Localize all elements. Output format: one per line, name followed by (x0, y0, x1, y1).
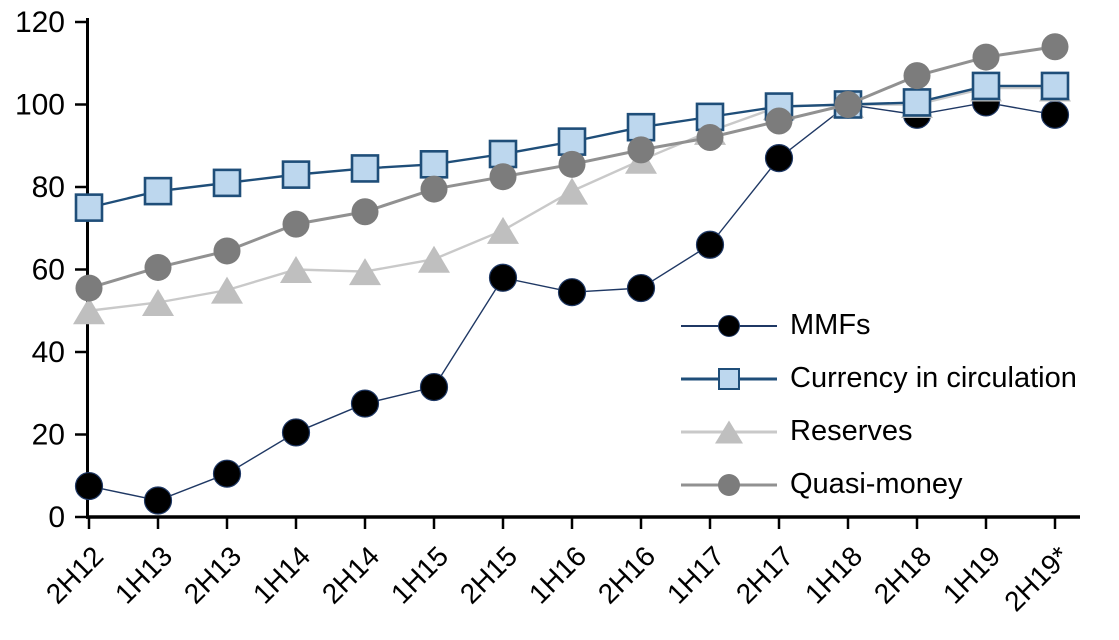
marker-circle (213, 237, 241, 265)
legend-label-quasi-money: Quasi-money (790, 468, 963, 500)
marker-circle (558, 150, 586, 178)
marker-square (419, 150, 449, 179)
marker-square (350, 154, 380, 183)
marker-triangle (142, 289, 174, 316)
y-tick-label: 80 (32, 171, 65, 204)
marker-circle (488, 263, 518, 292)
marker-triangle (280, 256, 312, 283)
x-tick-label: 1H13 (109, 540, 178, 609)
marker-circle (764, 144, 794, 173)
x-tick-label: 1H14 (247, 540, 316, 609)
legend-label-currency-in-circulation: Currency in circulation (790, 362, 1077, 394)
legend-item-quasi-money: Quasi-money (681, 458, 1077, 511)
marker-triangle (349, 258, 381, 286)
marker-square (143, 176, 173, 206)
marker-triangle (418, 245, 450, 273)
legend-item-reserves: Reserves (681, 405, 1077, 458)
legend-marker-mmfs-circle-icon (681, 311, 777, 341)
marker-triangle (487, 216, 519, 244)
marker-circle (626, 273, 656, 303)
x-tick-label: 2H14 (316, 540, 385, 609)
marker-circle (419, 372, 449, 402)
marker-circle (765, 107, 793, 135)
y-tick-label: 0 (48, 501, 65, 534)
x-tick-label: 2H16 (592, 540, 661, 609)
x-tick-label: 1H16 (523, 540, 592, 609)
marker-square (212, 168, 242, 198)
marker-circle (144, 253, 172, 281)
x-tick-label: 2H18 (868, 540, 937, 609)
chart-legend: MMFs Currency in circulation Reserves Qu… (681, 299, 1077, 511)
legend-marker-reserves-triangle-icon (681, 417, 777, 447)
y-tick-label: 100 (15, 89, 65, 122)
marker-circle (420, 175, 448, 203)
marker-circle (74, 471, 104, 501)
marker-triangle (73, 297, 105, 325)
legend-item-currency-in-circulation: Currency in circulation (681, 352, 1077, 405)
marker-square (557, 127, 587, 156)
marker-square (1040, 71, 1070, 101)
series-quasi-money (75, 33, 1069, 302)
y-axis-labels: 0 20 40 60 80 100 120 (15, 6, 88, 534)
y-tick-label: 20 (32, 419, 65, 452)
marker-circle (696, 124, 724, 151)
x-tick-label: 1H17 (661, 540, 730, 609)
x-tick-label: 1H15 (385, 540, 454, 609)
x-axis-labels: 2H12 1H13 2H13 1H14 2H14 1H15 2H15 1H16 2H16 1H17… (40, 517, 1075, 617)
marker-circle (972, 43, 1000, 71)
marker-circle (212, 459, 242, 488)
x-tick-label: 2H12 (40, 540, 109, 609)
marker-circle (834, 91, 862, 118)
legend-item-mmfs: MMFs (681, 299, 1077, 352)
x-tick-label: 2H13 (178, 540, 247, 609)
marker-square (626, 112, 656, 142)
legend-marker-currency-square-icon (681, 364, 777, 394)
legend-label-reserves: Reserves (790, 415, 913, 447)
marker-square (971, 71, 1001, 101)
legend-label-mmfs: MMFs (790, 309, 871, 341)
marker-circle (75, 274, 103, 302)
x-tick-label: 2H17 (730, 540, 799, 609)
marker-circle (351, 198, 379, 226)
marker-circle (627, 136, 655, 164)
marker-triangle (556, 177, 588, 205)
marker-circle (489, 163, 517, 191)
legend-marker-quasi-money-circle-icon (681, 470, 777, 500)
marker-circle (903, 62, 931, 90)
y-tick-label: 120 (15, 6, 65, 39)
marker-circle (695, 230, 725, 259)
marker-circle (281, 418, 311, 447)
marker-circle (282, 210, 310, 238)
x-tick-label: 2H15 (454, 540, 523, 609)
x-tick-label: 2H19* (998, 540, 1075, 617)
y-tick-label: 60 (32, 254, 65, 287)
marker-square (902, 88, 932, 117)
marker-circle (1040, 100, 1070, 129)
x-tick-label: 1H19 (937, 540, 1006, 609)
marker-square (488, 139, 518, 169)
marker-circle (557, 278, 587, 307)
marker-circle (350, 389, 380, 418)
marker-circle (1041, 33, 1069, 61)
marker-square (281, 160, 311, 189)
marker-circle (143, 486, 173, 515)
x-tick-label: 1H18 (799, 540, 868, 609)
y-tick-label: 40 (32, 336, 65, 369)
marker-square (74, 193, 104, 222)
marker-triangle (211, 276, 243, 304)
